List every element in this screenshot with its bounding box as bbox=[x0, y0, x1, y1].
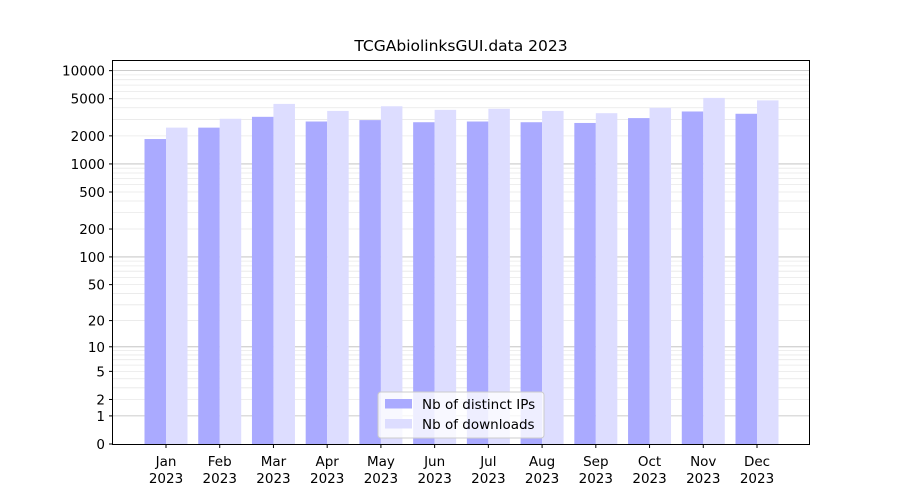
bar-downloads bbox=[380, 106, 403, 444]
x-tick-label-year: 2023 bbox=[310, 471, 344, 487]
plot-frame bbox=[112, 60, 810, 445]
y-tick-label: 5 bbox=[96, 364, 105, 380]
y-tick-label: 10000 bbox=[62, 64, 105, 80]
bar-distinct-ips bbox=[305, 121, 328, 445]
axes bbox=[112, 60, 810, 445]
y-tick-label: 100 bbox=[79, 250, 105, 266]
x-tick-label-month: Dec bbox=[744, 454, 770, 470]
legend-swatch bbox=[385, 419, 412, 429]
y-tick-label: 500 bbox=[79, 185, 105, 201]
y-tick-label: 200 bbox=[79, 222, 105, 238]
bar-distinct-ips bbox=[144, 139, 166, 444]
chart-title: TCGAbiolinksGUI.data 2023 bbox=[353, 37, 567, 55]
x-tick-label-month: Oct bbox=[638, 454, 661, 470]
bar-downloads bbox=[595, 113, 618, 444]
x-tick-label-year: 2023 bbox=[686, 471, 720, 487]
bar-distinct-ips bbox=[251, 116, 274, 445]
x-tick-label-month: Mar bbox=[261, 454, 287, 470]
x-tick-label-year: 2023 bbox=[579, 471, 613, 487]
bar-downloads bbox=[757, 100, 779, 444]
bar-downloads bbox=[219, 118, 242, 444]
x-tick-label-month: Aug bbox=[529, 454, 555, 470]
x-tick-label-month: May bbox=[367, 454, 395, 470]
x-tick-label-year: 2023 bbox=[525, 471, 559, 487]
bar-distinct-ips bbox=[359, 120, 381, 445]
bar-downloads bbox=[542, 110, 564, 444]
x-axis: Jan2023Feb2023Mar2023Apr2023May2023Jun20… bbox=[149, 444, 774, 487]
bar-distinct-ips bbox=[735, 113, 757, 445]
legend-label: Nb of downloads bbox=[422, 417, 535, 433]
bar-downloads bbox=[434, 109, 457, 444]
bar-downloads bbox=[488, 108, 510, 445]
y-tick-label: 50 bbox=[88, 278, 105, 294]
x-tick-label-year: 2023 bbox=[256, 471, 290, 487]
x-tick-label-month: Jun bbox=[423, 454, 445, 470]
bar-distinct-ips bbox=[466, 121, 489, 445]
bar-downloads bbox=[166, 127, 188, 444]
bar-distinct-ips bbox=[198, 127, 220, 444]
x-tick-label-year: 2023 bbox=[471, 471, 505, 487]
bar-downloads bbox=[327, 110, 349, 444]
x-tick-label-month: Nov bbox=[690, 454, 716, 470]
y-tick-label: 0 bbox=[96, 437, 105, 453]
y-tick-label: 20 bbox=[88, 314, 105, 330]
bars bbox=[144, 97, 779, 445]
y-tick-label: 10 bbox=[88, 340, 105, 356]
x-tick-label-month: Feb bbox=[208, 454, 232, 470]
legend-label: Nb of distinct IPs bbox=[422, 397, 535, 413]
x-tick-label-month: Jul bbox=[479, 454, 496, 470]
legend-swatch bbox=[385, 399, 412, 409]
bar-downloads bbox=[649, 107, 672, 445]
x-tick-label-year: 2023 bbox=[632, 471, 666, 487]
legend: Nb of distinct IPs Nb of downloads bbox=[377, 391, 545, 439]
bar-distinct-ips bbox=[681, 111, 704, 444]
x-tick-label-month: Jan bbox=[155, 454, 177, 470]
y-tick-label: 1000 bbox=[71, 157, 105, 173]
bar-distinct-ips bbox=[413, 122, 435, 444]
x-tick-label-year: 2023 bbox=[740, 471, 774, 487]
y-tick-label: 2 bbox=[96, 392, 105, 408]
x-tick-label-year: 2023 bbox=[364, 471, 398, 487]
legend-box bbox=[377, 391, 545, 439]
x-tick-label-month: Apr bbox=[316, 454, 340, 470]
y-tick-label: 2000 bbox=[71, 129, 105, 145]
y-tick-label: 5000 bbox=[71, 92, 105, 108]
x-tick-label-year: 2023 bbox=[203, 471, 237, 487]
x-tick-label-year: 2023 bbox=[149, 471, 183, 487]
bar-distinct-ips bbox=[574, 122, 596, 444]
bar-downloads bbox=[703, 97, 725, 445]
x-tick-label-month: Sep bbox=[583, 454, 608, 470]
x-tick-label-year: 2023 bbox=[417, 471, 451, 487]
bar-distinct-ips bbox=[628, 118, 650, 445]
bar-distinct-ips bbox=[520, 122, 543, 444]
bar-downloads bbox=[273, 103, 295, 444]
y-tick-label: 1 bbox=[96, 409, 105, 425]
y-axis: 0 12 5 10 20 50 100 200 500 1000 2000 5000 10000 bbox=[62, 64, 113, 453]
